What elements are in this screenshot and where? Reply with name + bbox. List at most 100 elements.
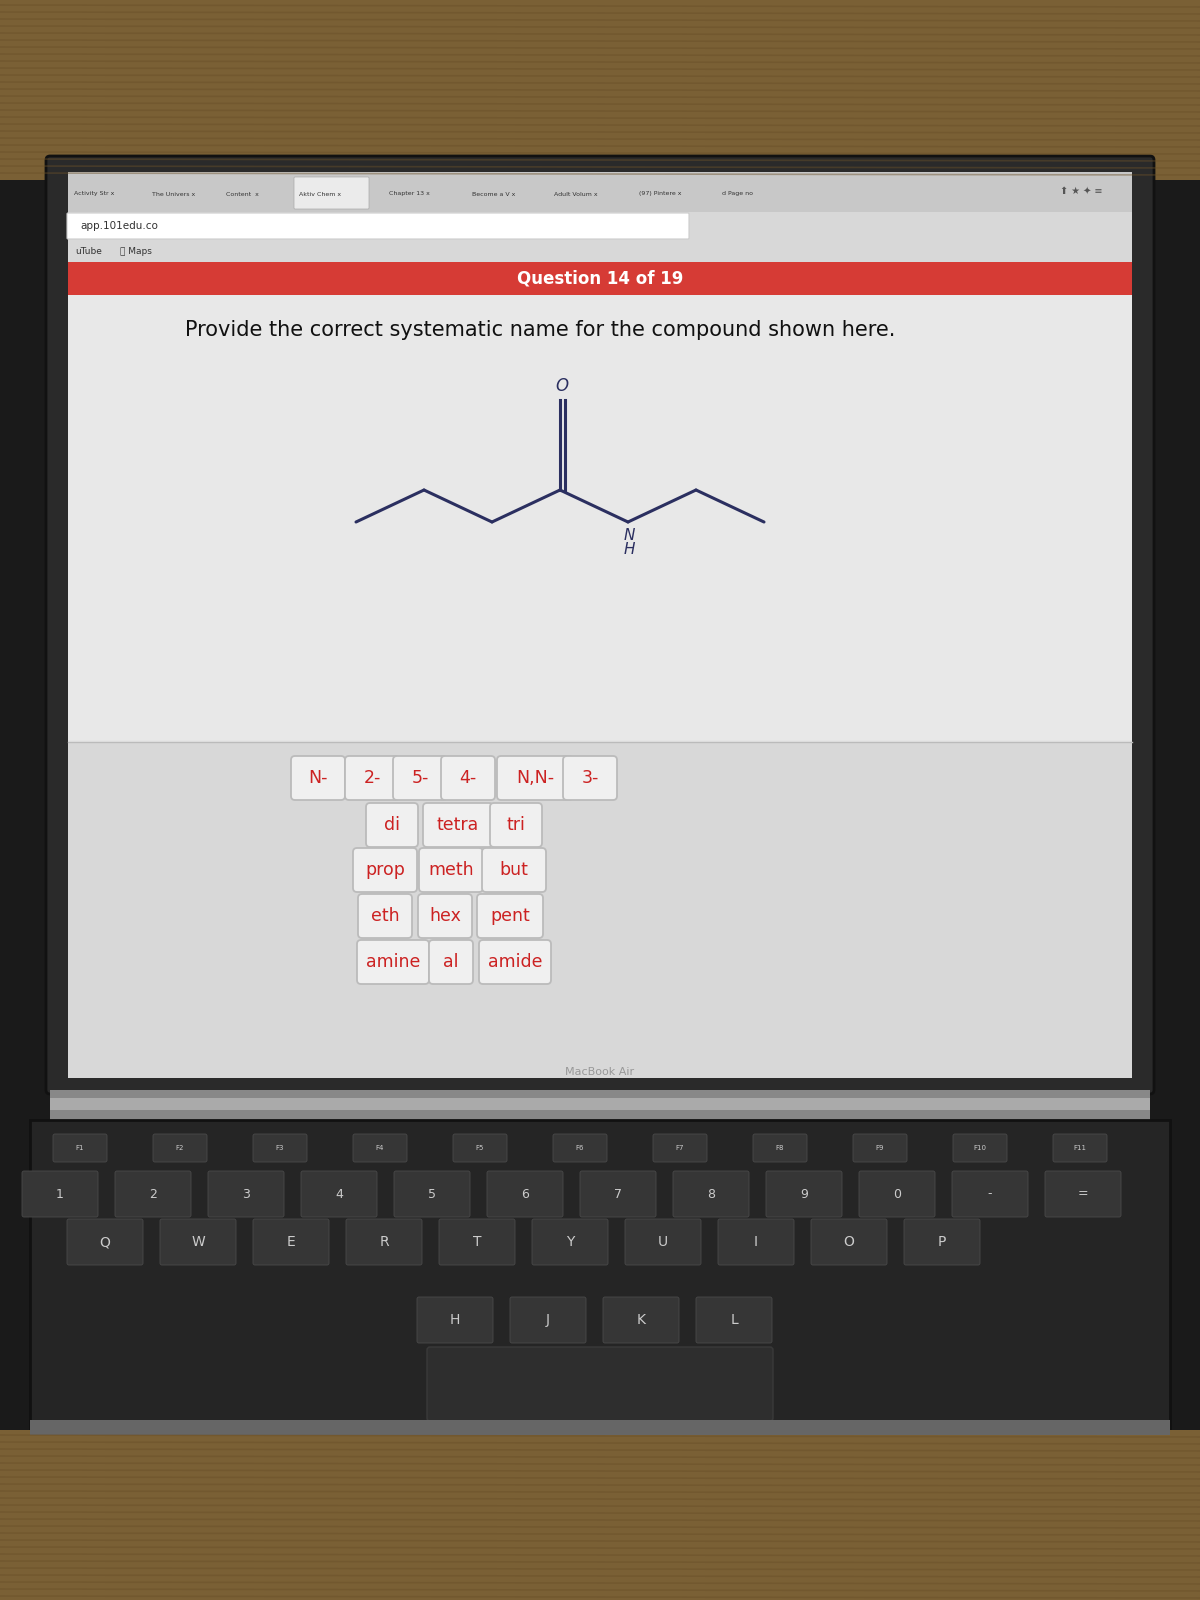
Bar [68, 294, 1132, 739]
Text: di: di [384, 816, 400, 834]
FancyBboxPatch shape [1045, 1171, 1121, 1218]
Text: uTube: uTube [74, 246, 102, 256]
Text: 5-: 5- [412, 770, 428, 787]
FancyBboxPatch shape [419, 848, 482, 893]
FancyBboxPatch shape [208, 1171, 284, 1218]
Text: =: = [1078, 1187, 1088, 1200]
FancyBboxPatch shape [358, 939, 430, 984]
Text: 2: 2 [149, 1187, 157, 1200]
Text: 9: 9 [800, 1187, 808, 1200]
Bar [50, 1090, 1150, 1120]
Bar [68, 742, 1132, 1078]
FancyBboxPatch shape [510, 1298, 586, 1342]
Text: -: - [988, 1187, 992, 1200]
FancyBboxPatch shape [811, 1219, 887, 1266]
Text: 4: 4 [335, 1187, 343, 1200]
FancyBboxPatch shape [427, 1347, 773, 1421]
FancyBboxPatch shape [563, 757, 617, 800]
FancyBboxPatch shape [553, 1134, 607, 1162]
Text: N: N [623, 528, 635, 544]
Text: hex: hex [430, 907, 461, 925]
Text: Activity Str x: Activity Str x [74, 192, 114, 197]
Text: O: O [556, 378, 569, 395]
FancyBboxPatch shape [467, 178, 542, 210]
Text: 8: 8 [707, 1187, 715, 1200]
Text: L: L [730, 1314, 738, 1326]
FancyBboxPatch shape [353, 1134, 407, 1162]
Text: T: T [473, 1235, 481, 1250]
Text: amide: amide [487, 954, 542, 971]
FancyBboxPatch shape [221, 178, 296, 210]
FancyBboxPatch shape [482, 848, 546, 893]
Text: Adult Volum x: Adult Volum x [554, 192, 598, 197]
Text: 4-: 4- [460, 770, 476, 787]
Text: H: H [623, 541, 635, 557]
FancyBboxPatch shape [580, 1171, 656, 1218]
FancyBboxPatch shape [253, 1219, 329, 1266]
FancyBboxPatch shape [532, 1219, 608, 1266]
Bar [50, 1098, 1150, 1110]
FancyBboxPatch shape [853, 1134, 907, 1162]
FancyBboxPatch shape [115, 1171, 191, 1218]
FancyBboxPatch shape [346, 757, 398, 800]
FancyBboxPatch shape [366, 803, 418, 846]
FancyBboxPatch shape [154, 1134, 208, 1162]
FancyBboxPatch shape [550, 178, 624, 210]
FancyBboxPatch shape [430, 939, 473, 984]
FancyBboxPatch shape [604, 1298, 679, 1342]
FancyBboxPatch shape [953, 1134, 1007, 1162]
FancyBboxPatch shape [384, 178, 458, 210]
FancyBboxPatch shape [497, 757, 574, 800]
Text: Q: Q [100, 1235, 110, 1250]
Text: P: P [938, 1235, 946, 1250]
FancyBboxPatch shape [653, 1134, 707, 1162]
Text: F2: F2 [176, 1146, 184, 1150]
FancyBboxPatch shape [696, 1298, 772, 1342]
Text: The Univers x: The Univers x [152, 192, 196, 197]
Text: F11: F11 [1074, 1146, 1086, 1150]
Text: F10: F10 [973, 1146, 986, 1150]
Text: 3: 3 [242, 1187, 250, 1200]
FancyBboxPatch shape [294, 178, 370, 210]
FancyBboxPatch shape [718, 178, 792, 210]
FancyBboxPatch shape [394, 757, 446, 800]
Text: U: U [658, 1235, 668, 1250]
FancyBboxPatch shape [346, 1219, 422, 1266]
FancyBboxPatch shape [353, 848, 418, 893]
Text: I: I [754, 1235, 758, 1250]
Bar [30, 1120, 1170, 1430]
FancyBboxPatch shape [754, 1134, 808, 1162]
Text: R: R [379, 1235, 389, 1250]
Text: ⬆ ★ ✦ ≡: ⬆ ★ ✦ ≡ [1060, 187, 1103, 197]
FancyBboxPatch shape [952, 1171, 1028, 1218]
FancyBboxPatch shape [673, 1171, 749, 1218]
Text: amine: amine [366, 954, 420, 971]
Text: Become a V x: Become a V x [472, 192, 515, 197]
Text: F1: F1 [76, 1146, 84, 1150]
Text: app.101edu.co: app.101edu.co [80, 221, 158, 230]
FancyBboxPatch shape [766, 1171, 842, 1218]
Text: F3: F3 [276, 1146, 284, 1150]
Text: F9: F9 [876, 1146, 884, 1150]
FancyBboxPatch shape [625, 1219, 701, 1266]
FancyBboxPatch shape [454, 1134, 508, 1162]
Text: Chapter 13 x: Chapter 13 x [389, 192, 430, 197]
Text: F4: F4 [376, 1146, 384, 1150]
Text: Y: Y [566, 1235, 574, 1250]
Text: E: E [287, 1235, 295, 1250]
Text: F7: F7 [676, 1146, 684, 1150]
FancyBboxPatch shape [160, 1219, 236, 1266]
FancyBboxPatch shape [487, 1171, 563, 1218]
FancyBboxPatch shape [292, 757, 346, 800]
Text: Provide the correct systematic name for the compound shown here.: Provide the correct systematic name for … [185, 320, 895, 341]
Text: H: H [450, 1314, 460, 1326]
Text: meth: meth [428, 861, 474, 878]
Text: Question 14 of 19: Question 14 of 19 [517, 269, 683, 286]
FancyBboxPatch shape [394, 1171, 470, 1218]
Text: W: W [191, 1235, 205, 1250]
Bar [68, 240, 1132, 262]
Bar [30, 1421, 1170, 1435]
FancyBboxPatch shape [418, 894, 472, 938]
FancyBboxPatch shape [478, 894, 542, 938]
Text: J: J [546, 1314, 550, 1326]
